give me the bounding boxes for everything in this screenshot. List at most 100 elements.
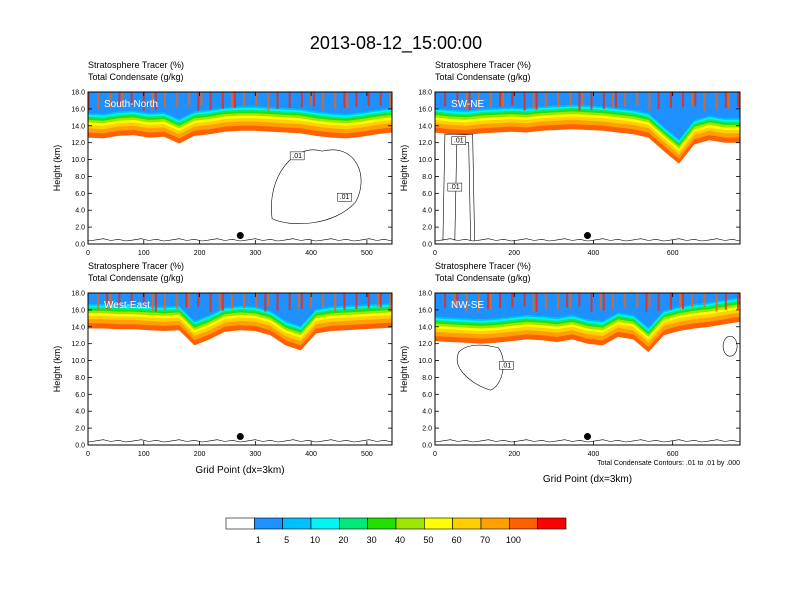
tracer-streak (142, 92, 145, 111)
plot-frame (87, 292, 393, 446)
tracer-streak (737, 293, 739, 309)
tracer-streak (164, 293, 166, 310)
header-tracer-label: Stratosphere Tracer (%) (88, 261, 184, 271)
tracer-streak (130, 293, 133, 308)
y-tick-label: 16.0 (418, 106, 432, 113)
tracer-streak (346, 92, 349, 109)
header-condensate-label: Total Condensate (g/kg) (435, 72, 531, 82)
tracer-streak (523, 92, 526, 111)
x-axis-label: Grid Point (dx=3km) (195, 465, 284, 476)
x-tick-label: 300 (249, 250, 261, 257)
y-tick-label: 18.0 (418, 291, 432, 298)
tracer-streak (456, 92, 459, 106)
colorbar-swatch (254, 517, 283, 530)
colorbar-swatch (508, 517, 538, 530)
x-tick-label: 400 (305, 250, 317, 257)
colorbar-swatch (338, 517, 368, 530)
tracer-streak (109, 92, 112, 108)
tracer-streak (611, 92, 614, 108)
y-tick-label: 8.0 (422, 174, 432, 181)
x-tick-label: 500 (361, 250, 373, 257)
x-tick-label: 300 (249, 451, 261, 458)
y-tick-label: 2.0 (75, 225, 85, 232)
x-tick-label: 0 (86, 250, 90, 257)
tracer-streak (300, 92, 303, 108)
cloud-contour (722, 335, 738, 357)
header-condensate-label: Total Condensate (g/kg) (435, 273, 531, 283)
surface-contour (88, 238, 392, 242)
tracer-streak (118, 293, 121, 309)
tracer-streak (276, 92, 279, 109)
tracer-streak (477, 293, 480, 311)
tracer-streak (532, 293, 535, 311)
y-tick-label: 0.0 (422, 242, 432, 249)
x-tick-label: 200 (194, 250, 206, 257)
tracer-streak (276, 293, 279, 311)
tracer-streak (602, 293, 605, 311)
tracer-streak (682, 92, 684, 108)
tracer-streak (176, 293, 179, 309)
tracer-streak (334, 92, 337, 110)
panels: .01 .01 South-North Stratosphere Tracer (%)… (52, 60, 741, 485)
tracer-streak (453, 293, 456, 307)
x-tick-label: 600 (667, 451, 679, 458)
y-tick-label: 4.0 (75, 208, 85, 215)
tracer-streak (200, 92, 203, 106)
colorbar-label: 70 (480, 535, 490, 545)
tracer-streak (367, 293, 370, 309)
tracer-streak (300, 293, 303, 309)
tracer-streak (624, 293, 627, 309)
x-tick-label: 100 (138, 451, 150, 458)
y-tick-label: 10.0 (71, 358, 85, 365)
condensate-contours (88, 439, 392, 443)
tracer-streak (489, 293, 492, 310)
tracer-streak (313, 92, 315, 107)
tracer-streak (679, 293, 681, 309)
y-tick-label: 8.0 (75, 174, 85, 181)
tracer-streak (154, 293, 157, 312)
tracer-streak (511, 92, 514, 106)
contour-label-box (337, 192, 352, 202)
colorbar-label: 10 (310, 535, 320, 545)
tracer-streak (703, 92, 706, 111)
tracer-streak (691, 92, 694, 106)
panel-south-north: .01 .01 South-North Stratosphere Tracer (%)… (52, 60, 393, 257)
colorbar-label: 30 (367, 535, 377, 545)
y-tick-label: 12.0 (71, 341, 85, 348)
tracer-streak (164, 92, 166, 108)
tracer-streak (727, 92, 730, 109)
y-tick-label: 12.0 (71, 140, 85, 147)
colorbar-swatch (225, 517, 255, 530)
condensate-contours (435, 335, 740, 443)
tracer-streak (267, 293, 270, 307)
tracer-streak (109, 293, 112, 310)
y-tick-label: 14.0 (418, 324, 432, 331)
tracer-streak (590, 92, 593, 110)
tracer-streak (218, 293, 221, 310)
tracer-streak (444, 293, 447, 309)
y-tick-label: 14.0 (71, 324, 85, 331)
tracer-streak (724, 92, 727, 108)
tracer-streak (532, 92, 535, 109)
tracer-streak (691, 293, 694, 308)
colorbar-label: 40 (395, 535, 405, 545)
tracer-streak (255, 293, 258, 308)
y-tick-label: 4.0 (75, 409, 85, 416)
contour-label-box (451, 136, 467, 145)
tracer-streak (197, 92, 200, 111)
panel-sw-ne: .01 .01 SW-NE Stratosphere Tracer (%) Total … (399, 60, 741, 257)
surface-contour (88, 439, 392, 443)
tracer-streak (657, 293, 660, 311)
x-tick-label: 400 (588, 250, 600, 257)
y-tick-label: 16.0 (71, 106, 85, 113)
contour-note: Total Condensate Contours: .01 to .01 by… (597, 460, 740, 467)
y-tick-label: 2.0 (75, 426, 85, 433)
tracer-streak (343, 293, 346, 310)
tracer-streak (569, 92, 572, 107)
tracer-streak (185, 293, 188, 308)
contour-label-box (447, 182, 463, 192)
tracer-streak (669, 92, 672, 108)
y-tick-label: 0.0 (422, 443, 432, 450)
colorbar: 1 5 10 20 30 40 50 60 70 100 (225, 517, 567, 545)
tracer-streak (297, 293, 300, 309)
